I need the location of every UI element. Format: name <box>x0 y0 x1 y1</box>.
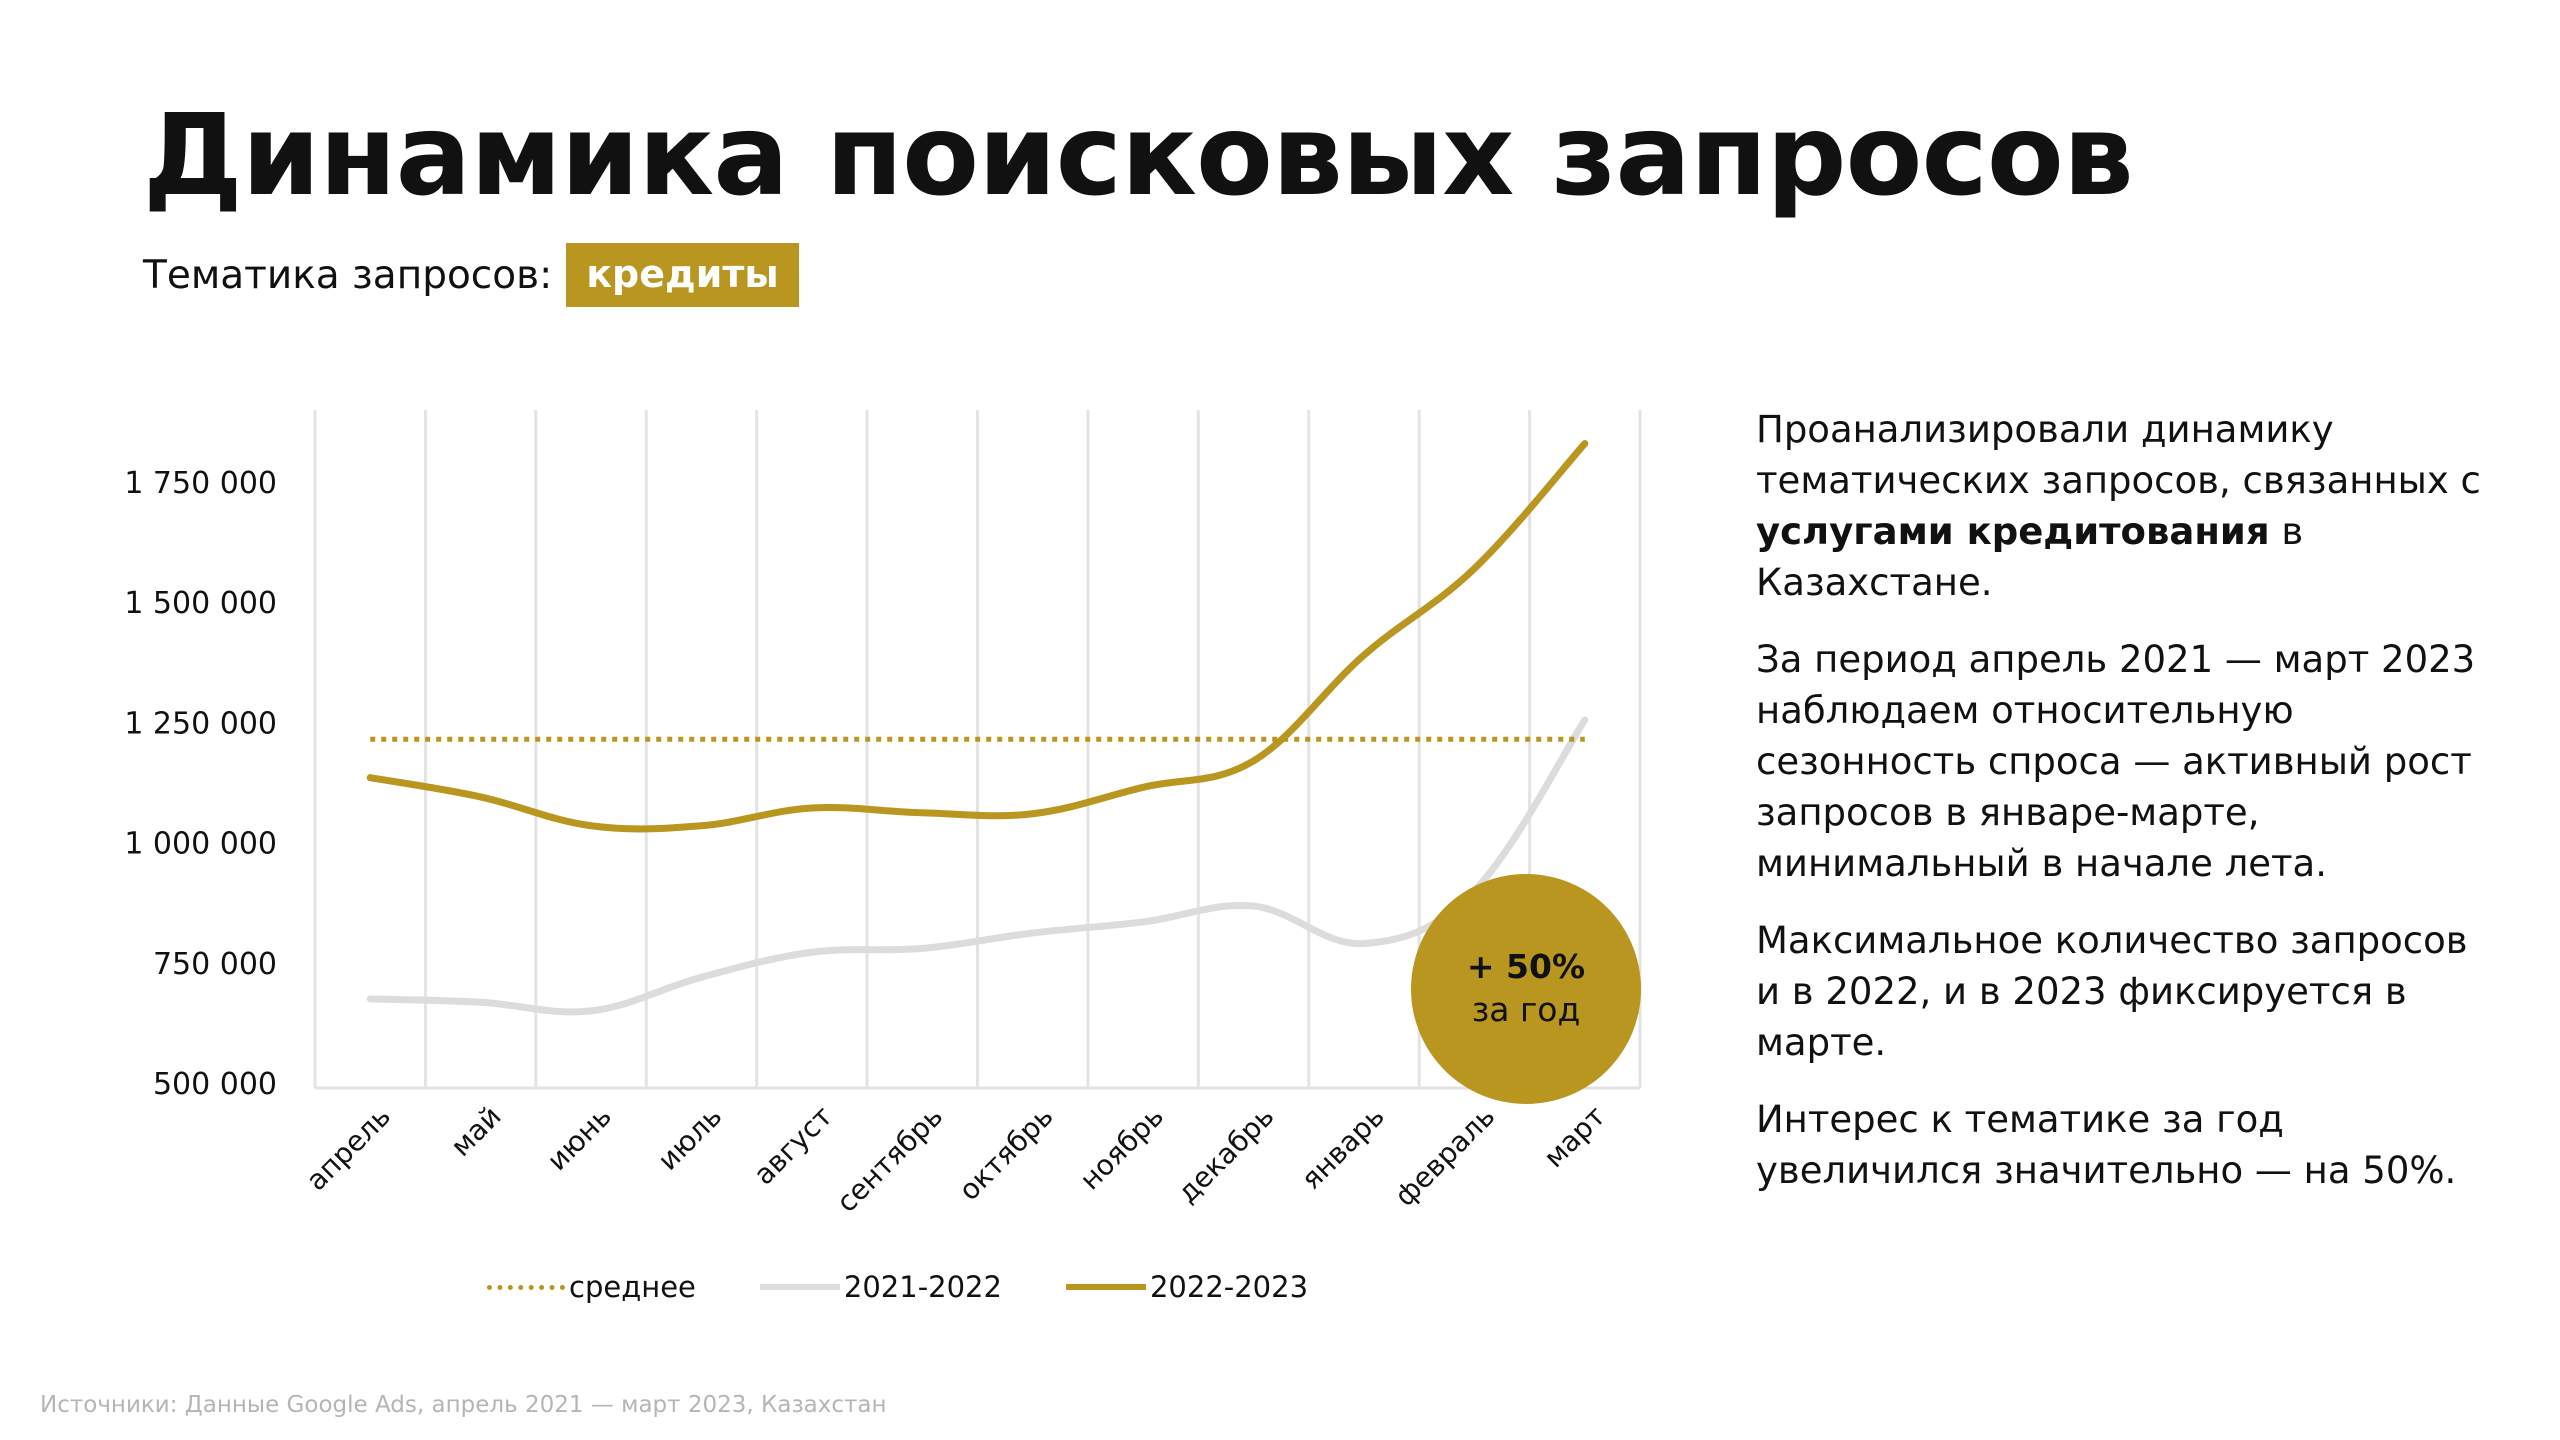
analysis-paragraph-2: За период апрель 2021 — март 2023 наблюд… <box>1756 638 2476 885</box>
y-tick-label: 1 000 000 <box>124 827 277 862</box>
x-tick-label: август <box>747 1100 839 1192</box>
legend-swatch-2022-2023 <box>1065 1284 1146 1290</box>
data-point-2021-2022 <box>1140 919 1146 925</box>
source-note: Источники: Данные Google Ads, апрель 202… <box>40 1392 887 1418</box>
analysis-paragraph-1: Проанализировали динамику тематических з… <box>1756 404 2496 608</box>
data-point-average <box>809 736 815 742</box>
x-tick-label: ноябрь <box>1073 1100 1170 1197</box>
analysis-p1-end: в Казахстане. <box>1756 510 2304 604</box>
data-point-2022-2023 <box>1582 441 1588 447</box>
legend-swatch-average <box>487 1284 565 1290</box>
legend-swatch-2021-2022 <box>759 1284 840 1290</box>
data-point-2021-2022 <box>367 996 373 1002</box>
data-point-average <box>919 736 925 742</box>
data-point-average <box>1030 736 1036 742</box>
data-point-2022-2023 <box>1471 566 1477 572</box>
growth-callout: + 50% за год <box>1411 874 1641 1104</box>
data-point-2022-2023 <box>478 794 484 800</box>
data-point-average <box>1361 736 1367 742</box>
line-chart: 500 000 750 000 1 000 000 1 250 000 1 500 00… <box>0 380 1700 1330</box>
legend-label-average: среднее <box>569 1270 696 1304</box>
analysis-p1-highlight: услугами кредитования <box>1756 510 2270 553</box>
chart-svg: 500 000 750 000 1 000 000 1 250 000 1 500 00… <box>124 410 1642 1219</box>
data-point-2022-2023 <box>588 823 594 829</box>
data-point-average <box>1582 736 1588 742</box>
data-point-2022-2023 <box>698 823 704 829</box>
topic-row: Тематика запросов: кредиты <box>143 240 799 310</box>
data-point-average <box>367 736 373 742</box>
y-tick-label: 500 000 <box>153 1067 277 1102</box>
x-tick-label: апрель <box>300 1100 397 1197</box>
y-tick-label: 1 500 000 <box>124 586 277 621</box>
x-tick-label: март <box>1537 1100 1612 1175</box>
data-point-2022-2023 <box>1251 758 1257 764</box>
data-point-average <box>1251 736 1257 742</box>
legend-item-2021-2022: 2021-2022 <box>759 1270 1002 1304</box>
analysis-text: Проанализировали динамику тематических з… <box>1756 404 2496 1222</box>
data-point-2022-2023 <box>809 805 815 811</box>
data-point-average <box>698 736 704 742</box>
topic-tag: кредиты <box>566 243 799 307</box>
data-point-2022-2023 <box>1030 811 1036 817</box>
data-point-2022-2023 <box>1140 784 1146 790</box>
data-point-2021-2022 <box>1030 930 1036 936</box>
data-point-average <box>1140 736 1146 742</box>
data-point-2021-2022 <box>919 945 925 951</box>
analysis-p1-start: Проанализировали динамику тематических з… <box>1756 408 2481 502</box>
data-point-average <box>1471 736 1477 742</box>
series-line-2022-2023 <box>366 440 1589 833</box>
legend-label-2022-2023: 2022-2023 <box>1149 1270 1309 1304</box>
x-tick-label: июль <box>651 1100 728 1177</box>
data-point-2021-2022 <box>588 1008 594 1014</box>
x-tick-label: февраль <box>1388 1100 1501 1213</box>
data-point-2021-2022 <box>478 999 484 1005</box>
y-tick-label: 750 000 <box>153 947 277 982</box>
data-point-2022-2023 <box>367 775 373 781</box>
x-tick-label: май <box>444 1100 507 1163</box>
data-point-2021-2022 <box>809 949 815 955</box>
legend-item-2022-2023: 2022-2023 <box>1065 1270 1309 1304</box>
data-point-2021-2022 <box>1582 717 1588 723</box>
analysis-paragraph-4: Интерес к тематике за год увеличился зна… <box>1756 1098 2457 1192</box>
growth-callout-label: за год <box>1471 990 1581 1029</box>
data-point-2021-2022 <box>1361 941 1367 947</box>
data-point-2022-2023 <box>919 810 925 816</box>
series-line-2021-2022 <box>366 716 1589 1016</box>
data-point-2022-2023 <box>1361 652 1367 658</box>
topic-label: Тематика запросов: <box>143 252 553 298</box>
x-tick-label: январь <box>1295 1100 1391 1196</box>
data-point-average <box>588 736 594 742</box>
chart-legend: среднее 2021-2022 2022-2023 <box>487 1270 1372 1304</box>
x-tick-label: сентябрь <box>830 1100 949 1219</box>
y-tick-label: 1 750 000 <box>124 466 277 501</box>
legend-label-2021-2022: 2021-2022 <box>843 1270 1002 1304</box>
legend-item-average: среднее <box>487 1270 696 1304</box>
analysis-paragraph-3: Максимальное количество запросов и в 202… <box>1756 919 2468 1064</box>
x-tick-label: октябрь <box>952 1100 1059 1207</box>
y-tick-label: 1 250 000 <box>124 706 277 741</box>
data-point-average <box>478 736 484 742</box>
data-point-2021-2022 <box>1251 903 1257 909</box>
growth-callout-value: + 50% <box>1466 947 1586 987</box>
x-tick-label: декабрь <box>1171 1100 1281 1210</box>
x-tick-label: июнь <box>541 1100 618 1177</box>
data-point-2021-2022 <box>698 974 704 980</box>
page-title: Динамика поисковых запросов <box>143 91 2134 221</box>
